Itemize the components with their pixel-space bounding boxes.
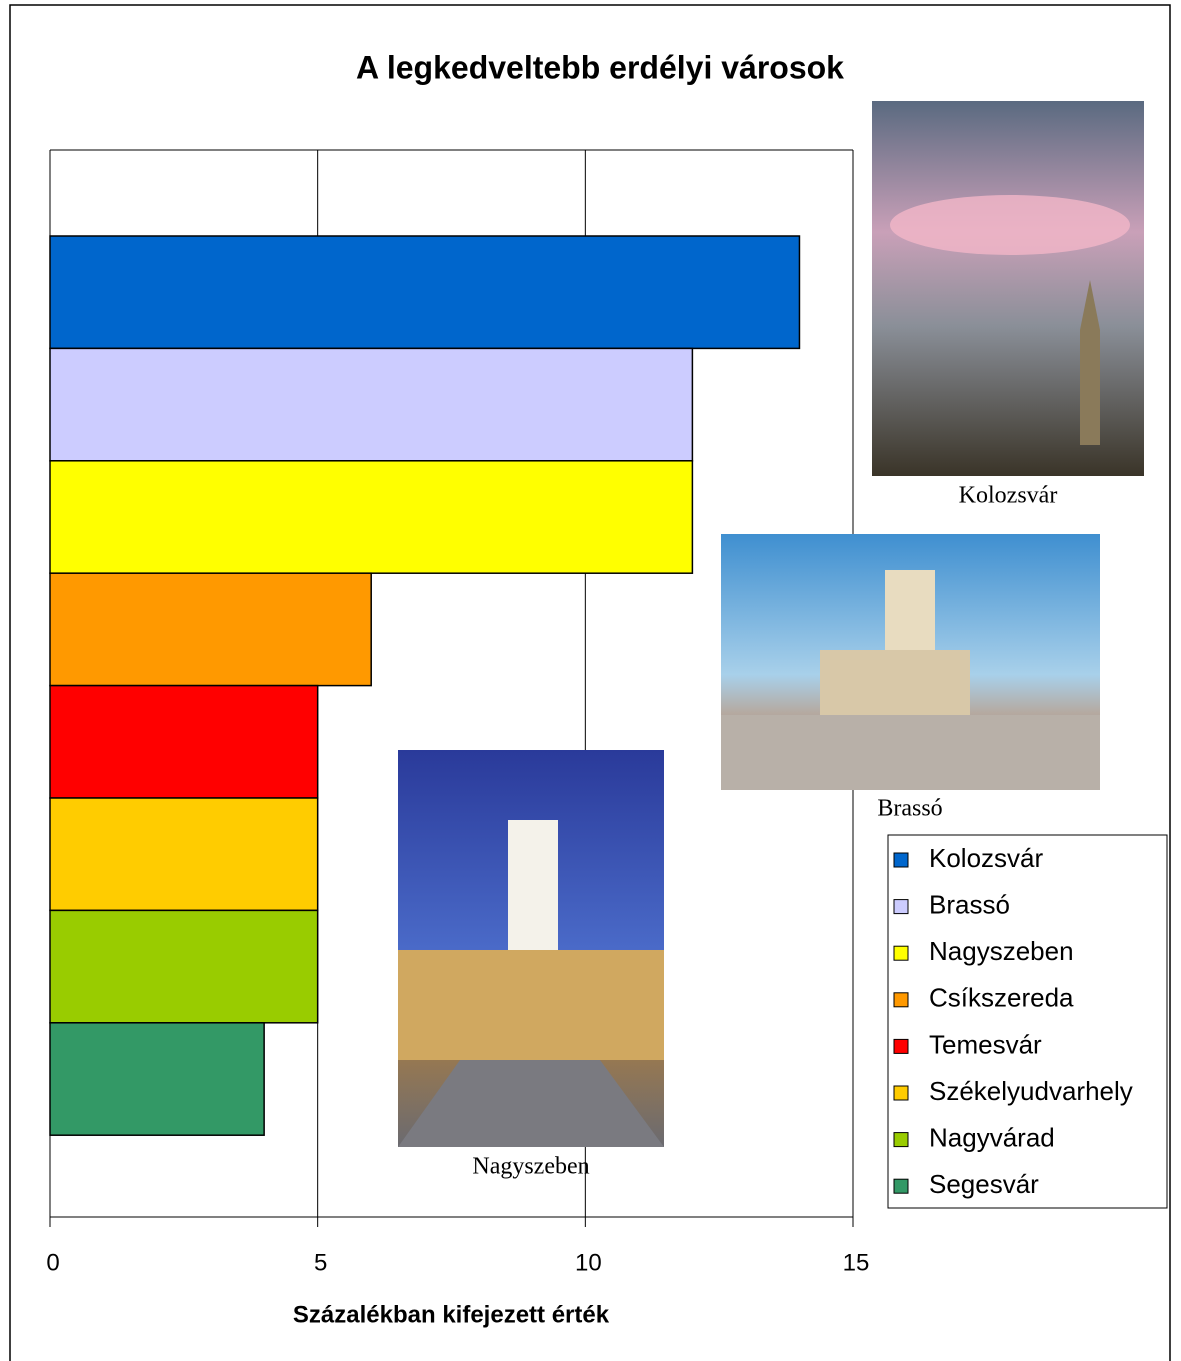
bar (49, 1022, 265, 1136)
x-tick-label: 10 (575, 1249, 602, 1276)
chart-title: A legkedveltebb erdélyi városok (356, 49, 844, 85)
x-tick-label: 5 (314, 1249, 327, 1276)
x-axis-label: Százalékban kifejezett érték (293, 1301, 610, 1328)
legend-swatch (893, 852, 909, 868)
bar (49, 347, 694, 462)
legend-entries: Kolozsvár Brassó Nagyszeben Csíkszereda Teme… (893, 843, 1133, 1199)
legend-swatch (893, 899, 909, 915)
frame (9, 4, 1171, 1361)
photo: Nagyszeben (398, 750, 664, 1180)
photo-caption: Nagyszeben (472, 1154, 589, 1180)
bar (49, 460, 694, 574)
bar (49, 684, 319, 799)
bar (49, 572, 372, 687)
bar (49, 797, 319, 912)
photo-caption: Kolozsvár (959, 483, 1058, 509)
legend-label: Nagyszeben (929, 936, 1074, 966)
legend-swatch (893, 945, 909, 961)
x-tick-label: 0 (46, 1249, 59, 1276)
legend-label: Nagyvárad (929, 1122, 1055, 1152)
legend-label: Csíkszereda (929, 983, 1074, 1013)
x-tick-label: 15 (843, 1249, 870, 1276)
photo: Kolozsvár (872, 101, 1144, 509)
plot-area: 0 5 10 15 (46, 149, 870, 1276)
legend-label: Temesvár (929, 1029, 1042, 1059)
legend-swatch (893, 1038, 909, 1054)
bar (49, 909, 319, 1024)
legend-label: Székelyudvarhely (929, 1076, 1133, 1106)
legend (887, 834, 1168, 1209)
legend-swatch (893, 1132, 909, 1148)
legend-swatch (893, 992, 909, 1008)
legend-swatch (893, 1085, 909, 1101)
legend-label: Brassó (929, 889, 1010, 919)
legend-label: Kolozsvár (929, 843, 1043, 873)
photo: Brassó (721, 534, 1100, 822)
legend-label: Segesvár (929, 1169, 1039, 1199)
legend-swatch (893, 1178, 909, 1194)
photo-caption: Brassó (877, 796, 942, 822)
bar (49, 235, 801, 350)
